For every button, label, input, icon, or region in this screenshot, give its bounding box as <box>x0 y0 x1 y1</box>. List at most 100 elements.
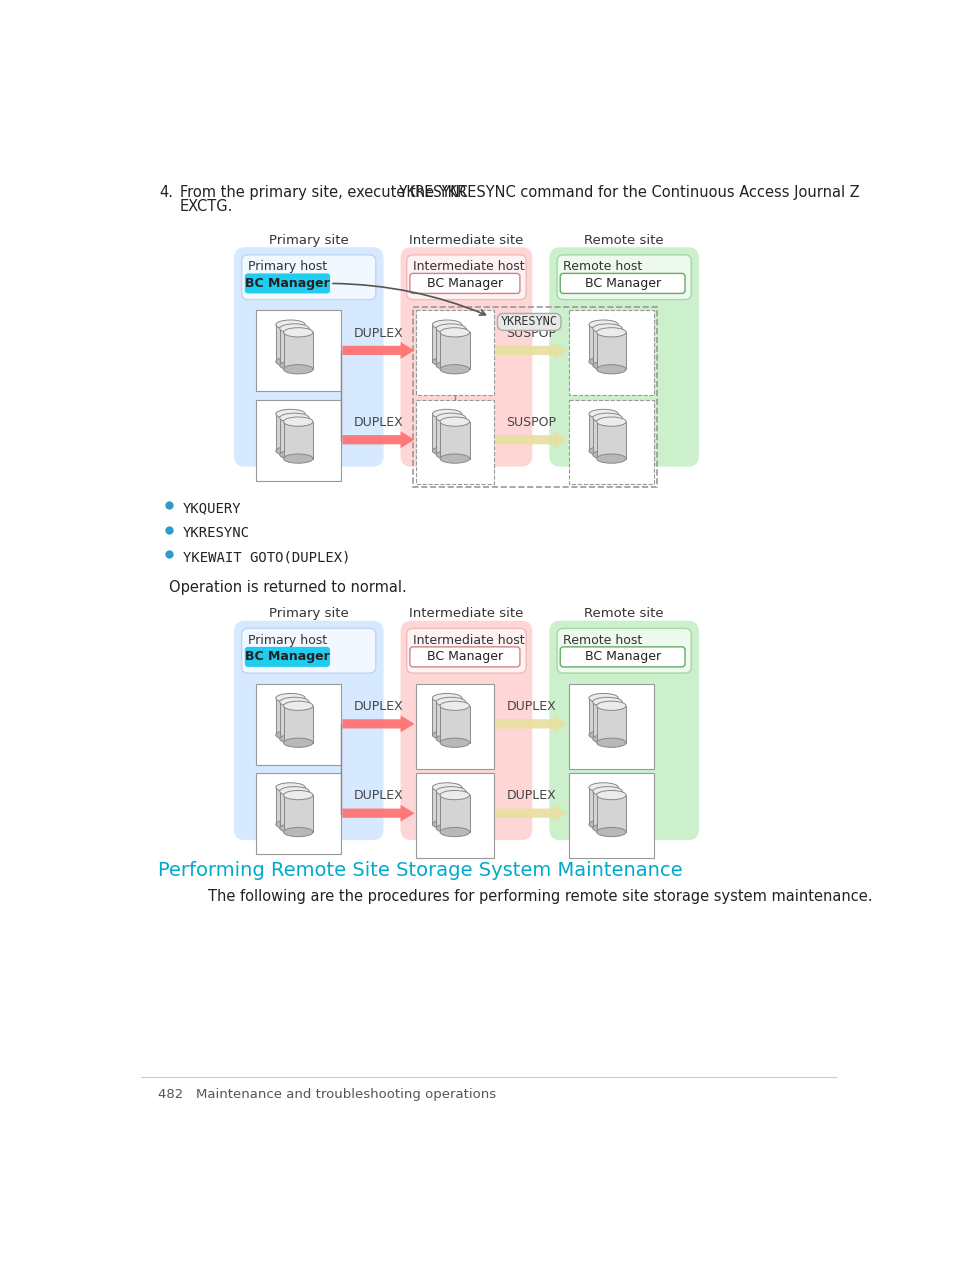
Text: 482   Maintenance and troubleshooting operations: 482 Maintenance and troubleshooting oper… <box>158 1088 496 1101</box>
Ellipse shape <box>596 827 625 836</box>
Ellipse shape <box>279 324 309 333</box>
Ellipse shape <box>439 827 469 836</box>
Polygon shape <box>495 805 567 821</box>
Ellipse shape <box>283 827 313 836</box>
Ellipse shape <box>436 698 465 707</box>
Bar <box>432 324 461 361</box>
Bar <box>596 422 625 459</box>
Bar <box>255 310 340 391</box>
Bar <box>432 788 461 825</box>
Bar <box>283 422 313 459</box>
Text: From the primary site, execute the YKRESYNC command for the Continuous Access Jo: From the primary site, execute the YKRES… <box>179 184 859 200</box>
FancyBboxPatch shape <box>245 273 330 294</box>
Text: DUPLEX: DUPLEX <box>354 416 403 428</box>
Polygon shape <box>495 431 567 449</box>
Ellipse shape <box>432 320 461 329</box>
Text: Intermediate site: Intermediate site <box>409 234 523 247</box>
Bar <box>255 399 340 480</box>
Text: Remote host: Remote host <box>562 634 642 647</box>
Ellipse shape <box>596 791 625 799</box>
Text: YKRESYNC: YKRESYNC <box>500 315 558 328</box>
Ellipse shape <box>275 694 305 703</box>
Ellipse shape <box>432 783 461 792</box>
Ellipse shape <box>592 324 621 333</box>
Bar <box>275 324 305 361</box>
FancyBboxPatch shape <box>241 628 375 674</box>
Ellipse shape <box>279 787 309 796</box>
Text: SUSPOP: SUSPOP <box>506 416 556 428</box>
Bar <box>416 310 493 395</box>
Ellipse shape <box>275 731 305 740</box>
Ellipse shape <box>596 328 625 337</box>
Bar <box>596 796 625 833</box>
Bar <box>568 310 654 395</box>
Ellipse shape <box>432 357 461 366</box>
Ellipse shape <box>436 361 465 370</box>
FancyBboxPatch shape <box>559 647 684 667</box>
FancyBboxPatch shape <box>410 273 519 294</box>
Ellipse shape <box>283 328 313 337</box>
Ellipse shape <box>588 731 618 740</box>
Bar <box>592 328 621 366</box>
Text: DUPLEX: DUPLEX <box>354 700 403 713</box>
Ellipse shape <box>596 702 625 710</box>
Bar <box>279 328 309 366</box>
Ellipse shape <box>432 409 461 418</box>
Text: BC Manager: BC Manager <box>426 651 502 663</box>
Text: YKRESYNC: YKRESYNC <box>183 526 250 540</box>
Bar <box>275 414 305 451</box>
Text: BC Manager: BC Manager <box>245 277 330 290</box>
Ellipse shape <box>275 357 305 366</box>
Bar <box>416 773 493 858</box>
Text: Remote site: Remote site <box>584 608 663 620</box>
Ellipse shape <box>279 361 309 370</box>
Bar <box>568 399 654 484</box>
Ellipse shape <box>283 417 313 426</box>
FancyBboxPatch shape <box>559 273 684 294</box>
Ellipse shape <box>439 365 469 374</box>
Ellipse shape <box>588 783 618 792</box>
Bar <box>436 792 465 829</box>
Ellipse shape <box>432 694 461 703</box>
Ellipse shape <box>592 824 621 833</box>
Bar <box>568 684 654 769</box>
Polygon shape <box>342 342 415 358</box>
Bar <box>436 702 465 738</box>
Ellipse shape <box>439 738 469 747</box>
Text: SUSPOP: SUSPOP <box>506 327 556 339</box>
Bar <box>283 332 313 370</box>
Polygon shape <box>342 716 415 732</box>
Ellipse shape <box>588 694 618 703</box>
Ellipse shape <box>592 735 621 744</box>
Ellipse shape <box>588 446 618 455</box>
Bar <box>592 702 621 738</box>
Bar <box>588 698 618 735</box>
Ellipse shape <box>283 738 313 747</box>
Text: Intermediate host: Intermediate host <box>413 261 524 273</box>
Ellipse shape <box>592 361 621 370</box>
FancyBboxPatch shape <box>406 628 525 674</box>
Polygon shape <box>342 805 415 821</box>
Ellipse shape <box>275 320 305 329</box>
Bar <box>275 788 305 825</box>
Ellipse shape <box>275 446 305 455</box>
Ellipse shape <box>436 413 465 422</box>
Bar <box>413 308 657 488</box>
Bar <box>439 796 469 833</box>
Ellipse shape <box>592 413 621 422</box>
Ellipse shape <box>432 446 461 455</box>
Bar <box>416 399 493 484</box>
Ellipse shape <box>592 787 621 796</box>
Ellipse shape <box>432 820 461 829</box>
FancyBboxPatch shape <box>400 620 532 840</box>
Text: YKQUERY: YKQUERY <box>183 501 241 515</box>
FancyBboxPatch shape <box>241 255 375 300</box>
Ellipse shape <box>592 450 621 459</box>
FancyBboxPatch shape <box>549 248 699 466</box>
FancyBboxPatch shape <box>245 647 330 667</box>
Text: BC Manager: BC Manager <box>584 651 660 663</box>
Bar <box>439 422 469 459</box>
Text: Primary host: Primary host <box>248 261 327 273</box>
Text: Operation is returned to normal.: Operation is returned to normal. <box>169 580 406 595</box>
Ellipse shape <box>432 731 461 740</box>
